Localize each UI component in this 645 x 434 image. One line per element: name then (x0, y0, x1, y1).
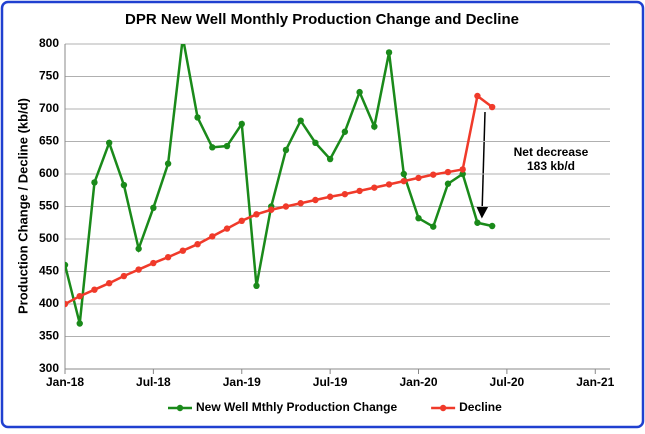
point (488, 222, 496, 230)
plot (65, 44, 496, 327)
point (312, 196, 319, 204)
point (164, 160, 172, 167)
point (253, 211, 260, 218)
y-tick-label: 500 (39, 231, 59, 245)
point (341, 190, 349, 198)
point (474, 92, 481, 100)
point (356, 88, 363, 96)
point (297, 117, 304, 124)
y-tick-label: 750 (39, 69, 59, 83)
point (91, 179, 98, 186)
point (150, 259, 157, 267)
point (238, 120, 245, 128)
point (135, 245, 142, 252)
y-tick-label: 650 (39, 134, 59, 148)
annotation: Net decrease (514, 145, 589, 159)
point (371, 184, 378, 191)
y-tick-label: 550 (39, 199, 59, 213)
legend-label: Decline (459, 400, 502, 414)
annotation-arrow (476, 111, 489, 219)
y-tick-label: 400 (39, 296, 59, 310)
point (135, 266, 142, 273)
point (356, 187, 363, 195)
chart-title: DPR New Well Monthly Production Change a… (125, 11, 519, 28)
point (385, 181, 393, 188)
point (268, 206, 275, 213)
point (444, 180, 452, 187)
point (371, 123, 378, 130)
point (120, 272, 128, 280)
legend-marker (176, 404, 184, 412)
point (105, 280, 113, 287)
point (297, 200, 304, 207)
point (430, 223, 437, 230)
point (282, 146, 290, 154)
point (474, 219, 481, 226)
y-axis-label: Production Change / Decline (kb/d) (15, 98, 30, 314)
x-tick-label: Jan-19 (223, 375, 261, 389)
x-tick-label: Jan-18 (46, 375, 84, 389)
point (150, 204, 157, 211)
legend-label: New Well Mthly Production Change (196, 400, 397, 414)
point (76, 320, 83, 327)
point (400, 170, 407, 178)
point (91, 286, 98, 293)
point (326, 193, 334, 200)
point (65, 300, 69, 308)
point (179, 247, 187, 254)
x-tick-label: Jul-18 (136, 375, 171, 389)
y-tick-label: 450 (39, 264, 59, 278)
point (238, 217, 245, 224)
point (164, 254, 172, 261)
point (326, 155, 334, 163)
point (253, 282, 260, 289)
point (444, 168, 452, 176)
point (488, 103, 496, 111)
y-tick-label: 600 (39, 166, 59, 180)
point (385, 49, 393, 56)
point (105, 139, 113, 146)
y-tick-label: 800 (39, 36, 59, 50)
point (65, 261, 69, 269)
y-tick-label: 350 (39, 329, 59, 343)
x-tick-label: Jul-19 (313, 375, 348, 389)
point (282, 203, 290, 210)
point (194, 241, 201, 248)
annotation: 183 kb/d (527, 159, 575, 173)
y-tick-label: 700 (39, 101, 59, 115)
legend-marker (439, 404, 447, 412)
point (194, 114, 201, 121)
x-tick-label: Jan-21 (576, 375, 614, 389)
y-tick-label: 300 (39, 361, 59, 375)
point (312, 139, 319, 146)
point (223, 225, 231, 232)
point (430, 171, 437, 178)
point (209, 233, 216, 240)
point (76, 293, 83, 300)
point (209, 144, 216, 151)
x-tick-label: Jul-20 (490, 375, 525, 389)
point (120, 181, 128, 189)
x-tick-label: Jan-20 (399, 375, 437, 389)
point (459, 166, 466, 173)
point (341, 128, 349, 135)
point (415, 174, 422, 182)
point (459, 170, 466, 178)
point (415, 215, 422, 222)
point (223, 142, 231, 150)
point (400, 177, 407, 185)
